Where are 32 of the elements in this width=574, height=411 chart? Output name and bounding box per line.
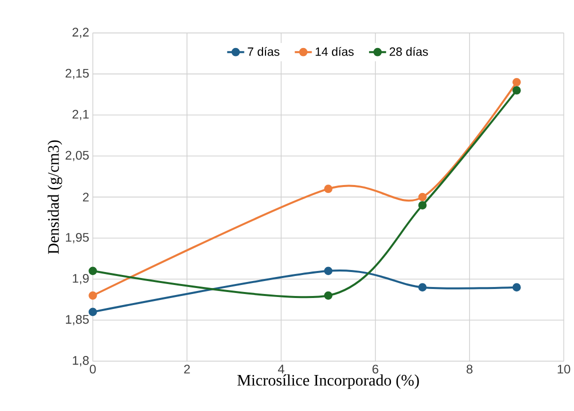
point [324,266,332,276]
point [418,192,427,202]
x-tick-label: 10 [558,364,570,374]
point [512,78,521,86]
x-tick-label: 4 [278,364,284,374]
legend-label: 28 días [390,46,428,56]
point [88,266,97,276]
y-tick-label: 2,1 [72,110,89,120]
point [324,184,332,194]
y-tick-label: 1,9 [72,274,89,284]
point [512,283,521,292]
y-axis-title: Densidad (g/cm3) [48,140,62,254]
x-tick-label: 8 [466,364,472,374]
y-tick-label: 2 [82,192,89,202]
y-tick-label: 2,15 [66,68,89,80]
point [418,283,427,292]
point [324,291,332,300]
y-tick-label: 1,8 [72,356,89,366]
y-tick-label: 2,05 [66,150,89,162]
x-tick-label: 2 [184,364,190,374]
y-tick-label: 1,85 [66,314,89,326]
x-axis-title: Microsílice Incorporado (%) [237,374,419,389]
point [88,308,97,316]
legend-label: 7 días [248,46,280,56]
point [512,86,521,95]
y-tick-label: 2,2 [72,28,89,38]
point [88,291,97,300]
x-tick-label: 0 [90,364,96,374]
y-tick-label: 1,95 [66,232,89,244]
legend-label: 14 días [316,46,354,56]
x-tick-label: 6 [372,364,378,374]
point [418,201,427,210]
